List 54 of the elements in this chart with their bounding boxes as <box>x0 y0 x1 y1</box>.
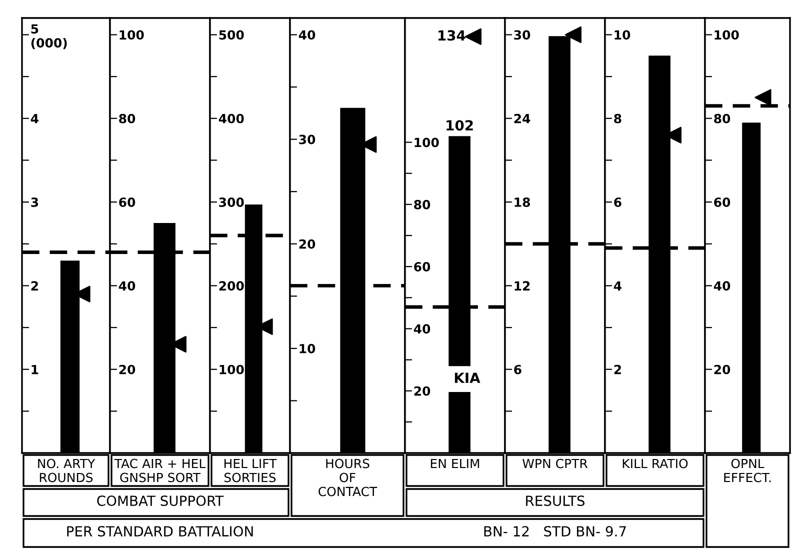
y-tick-label: 200 <box>219 281 244 291</box>
x-tick-label: HEL LIFT SORTIES <box>224 458 277 482</box>
y-tick-label: 12 <box>514 281 530 290</box>
y-tick-label: 2 <box>31 281 38 290</box>
annotation: KIA <box>454 372 480 383</box>
y-tick-label: 80 <box>714 114 730 124</box>
y-tick-label: 10 <box>300 344 316 354</box>
y-tick-label: 60 <box>714 198 730 207</box>
text: RESULTS <box>526 496 584 506</box>
y-tick-label: 2 <box>614 364 621 374</box>
y-tick-label: 5 (000) <box>31 24 67 50</box>
y-tick-label: 8 <box>614 114 622 124</box>
x-tick-label: EN ELIM <box>430 458 480 468</box>
y-tick-label: 6 <box>514 364 522 374</box>
x-tick-label: WPN CPTR <box>522 458 588 468</box>
x-tick-label: TAC AIR + HEL GNSHP SORT <box>114 458 206 482</box>
text: PER STANDARD BATTALION <box>67 526 253 537</box>
y-tick-label: 100 <box>120 30 144 40</box>
y-tick-label: 30 <box>514 30 530 40</box>
y-tick-label: 100 <box>414 138 439 148</box>
y-tick-label: 10 <box>614 30 630 40</box>
y-tick-label: 18 <box>514 198 530 207</box>
x-tick-label: OPNL EFFECT. <box>724 458 771 482</box>
x-tick-label: HOURS OF CONTACT <box>318 458 378 496</box>
y-tick-label: 1 <box>32 364 38 374</box>
y-tick-label: 500 <box>219 30 244 40</box>
y-tick-label: 80 <box>119 114 136 124</box>
text: BN- 12 STD BN- 9.7 <box>484 526 626 537</box>
y-tick-label: 4 <box>614 281 622 290</box>
data-label: 102 <box>446 120 473 131</box>
x-tick-label: KILL RATIO <box>622 458 688 468</box>
y-tick-label: 60 <box>119 198 136 207</box>
y-tick-label: 4 <box>30 114 38 124</box>
y-tick-label: 400 <box>218 114 244 124</box>
y-tick-label: 6 <box>614 198 622 207</box>
y-tick-label: 20 <box>119 364 136 374</box>
y-tick-label: 20 <box>414 386 430 396</box>
y-tick-label: 40 <box>118 281 136 291</box>
text: COMBAT SUPPORT <box>97 496 224 506</box>
data-label: 134 <box>438 30 466 41</box>
y-tick-label: 100 <box>220 364 244 374</box>
y-tick-label: 24 <box>514 114 530 124</box>
y-tick-label: 30 <box>299 134 316 144</box>
y-tick-label: 300 <box>219 198 244 207</box>
x-tick-label: NO. ARTY ROUNDS <box>38 458 96 482</box>
y-tick-label: 40 <box>414 324 430 334</box>
y-tick-label: 80 <box>414 200 430 210</box>
y-tick-label: 20 <box>714 364 730 374</box>
y-tick-label: 20 <box>299 239 316 249</box>
y-tick-label: 40 <box>298 30 316 40</box>
y-tick-label: 40 <box>714 281 730 291</box>
y-tick-label: 3 <box>31 198 38 207</box>
y-tick-label: 100 <box>714 30 739 40</box>
y-tick-label: 60 <box>414 262 430 272</box>
